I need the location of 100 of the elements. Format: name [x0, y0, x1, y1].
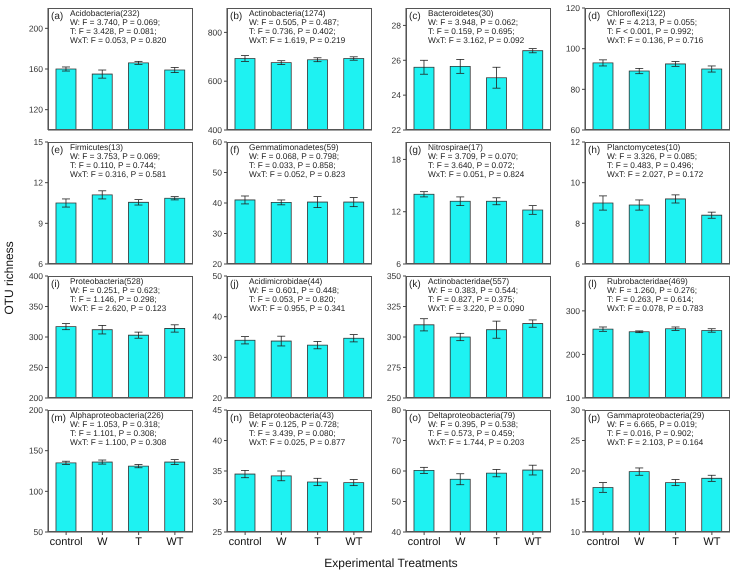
annotation: W: F = 4.213, P = 0.055;: [607, 17, 698, 27]
annotation: T: F = 0.483, P = 0.496;: [607, 160, 694, 170]
x-tick-label: WT: [703, 536, 721, 548]
chart-title: Acidobacteria(232): [70, 8, 140, 18]
y-tick-label: 200: [28, 405, 44, 416]
chart-title: Chloroflexi(122): [607, 8, 666, 18]
chart-title: Actinobacteridae(557): [428, 276, 510, 286]
y-tick-label: 15: [570, 496, 580, 507]
x-tick-label: W: [97, 536, 108, 548]
annotation: WxT: F = 0.051, P = 0.824: [428, 169, 524, 179]
chart-title: Planctomycetes(10): [607, 142, 680, 152]
chart-title: Actinobacteria(1274): [249, 8, 326, 18]
annotation: (i): [51, 279, 60, 290]
y-tick-label: 100: [28, 486, 44, 496]
y-tick-label: 6: [396, 259, 402, 270]
y-tick-label: 300: [386, 332, 402, 342]
y-tick-label: 40: [212, 198, 222, 208]
y-tick-label: 400: [208, 125, 222, 136]
x-tick-label: W: [276, 536, 288, 548]
annotation: T: F = 0.016, P = 0.902;: [607, 428, 694, 438]
annotation: (g): [409, 145, 422, 156]
y-tick-label: 50: [212, 168, 222, 178]
annotation: T: F = 0.110, P = 0.744;: [70, 160, 156, 170]
y-tick-label: 120: [28, 104, 44, 115]
y-tick-label: 300: [28, 332, 44, 342]
x-tick-label: WT: [166, 536, 184, 548]
x-tick-label: control: [586, 536, 620, 548]
y-tick-label: 30: [212, 352, 222, 362]
annotation: W: F = 0.505, P = 0.487;: [249, 17, 340, 27]
annotation: T: F = 0.033, P = 0.858;: [249, 160, 336, 170]
annotation: WxT: F = 2.027, P = 0.172: [607, 169, 704, 179]
annotation: W: F = 0.125, P = 0.728;: [249, 419, 340, 429]
annotation: WxT: F = 0.025, P = 0.877: [249, 437, 346, 447]
y-tick-label: 22: [392, 125, 402, 136]
annotation: T: F = 0.573, P = 0.459;: [428, 428, 515, 438]
y-tick-label: 28: [392, 20, 402, 30]
y-tick-label: 250: [386, 393, 402, 404]
annotation: T: F = 1.146, P = 0.298;: [70, 294, 157, 304]
y-tick-label: 12: [570, 137, 580, 148]
y-tick-label: 600: [208, 76, 222, 86]
annotation: W: F = 1.053, P = 0.318;: [70, 419, 160, 429]
y-tick-label: 40: [212, 312, 222, 322]
annotation: WxT: F = 1.744, P = 0.203: [428, 437, 524, 447]
y-tick-label: 30: [212, 228, 222, 239]
y-tick-label: 40: [392, 527, 402, 538]
annotation: (l): [588, 279, 597, 290]
y-tick-label: 70: [392, 436, 402, 446]
y-tick-label: 80: [392, 405, 402, 416]
y-tick-label: 26: [392, 55, 402, 66]
y-tick-label: 300: [566, 306, 580, 316]
annotation: (k): [409, 279, 421, 290]
y-tick-label: 50: [34, 527, 44, 538]
y-tick-label: 60: [212, 137, 222, 148]
annotation: (m): [51, 413, 66, 424]
chart-title: Deltaproteobacteria(79): [428, 410, 516, 420]
annotation: (p): [588, 413, 600, 424]
y-tick-label: 325: [386, 302, 402, 312]
chart-title: Alphaproteobacteria(226): [70, 410, 164, 420]
y-tick-label: 120: [566, 3, 580, 14]
y-tick-label: 6: [575, 259, 580, 270]
y-tick-label: 20: [212, 393, 222, 404]
annotation: W: F = 3.326, P = 0.085;: [607, 151, 698, 161]
annotation: WxT: F = 3.162, P = 0.092: [428, 35, 524, 45]
annotation: W: F = 3.753, P = 0.069;: [70, 151, 160, 161]
annotation: W: F = 0.383, P = 0.544;: [428, 285, 518, 295]
chart-title: Proteobacteria(528): [70, 276, 144, 286]
y-tick-label: 35: [212, 466, 222, 476]
x-tick-label: T: [672, 536, 680, 548]
y-tick-label: 25: [570, 436, 580, 446]
y-tick-label: 15: [34, 137, 44, 148]
annotation: W: F = 1.260, P = 0.276;: [607, 285, 698, 295]
y-tick-label: 800: [208, 27, 222, 38]
y-axis-title: OTU richness: [2, 240, 16, 314]
chart-title: Firmicutes(13): [70, 142, 124, 152]
annotation: (e): [51, 145, 64, 156]
chart-title: Rubrobacteridae(469): [607, 276, 688, 286]
x-axis-title: Experimental Treatments: [323, 556, 459, 570]
annotation: (o): [409, 413, 422, 424]
y-tick-label: 8: [575, 218, 580, 228]
annotation: W: F = 0.395, P = 0.538;: [428, 419, 518, 429]
y-tick-label: 24: [392, 90, 402, 100]
annotation: T: F = 0.159, P = 0.695;: [428, 26, 515, 36]
chart-title: Betaproteobacteria(43): [249, 410, 334, 420]
annotation: (f): [230, 145, 240, 156]
annotation: T: F = 3.439, P = 0.080;: [249, 428, 336, 438]
chart-title: Gammaproteobacteria(29): [607, 410, 704, 420]
x-tick-label: T: [314, 536, 322, 548]
annotation: WxT: F = 2.103, P = 0.164: [607, 437, 704, 447]
annotation: W: F = 0.601, P = 0.448;: [249, 285, 340, 295]
annotation: W: F = 3.709, P = 0.070;: [428, 151, 518, 161]
y-tick-label: 150: [28, 446, 44, 456]
x-tick-label: T: [135, 536, 142, 548]
annotation: WxT: F = 1.619, P = 0.219: [249, 35, 346, 45]
annotation: WxT: F = 0.316, P = 0.581: [70, 169, 166, 179]
annotation: W: F = 0.251, P = 0.623;: [70, 285, 160, 295]
y-tick-label: 6: [38, 259, 44, 270]
annotation: WxT: F = 0.052, P = 0.823: [249, 169, 346, 179]
y-tick-label: 12: [34, 178, 44, 188]
annotation: (a): [51, 11, 64, 22]
x-tick-label: W: [455, 536, 466, 548]
